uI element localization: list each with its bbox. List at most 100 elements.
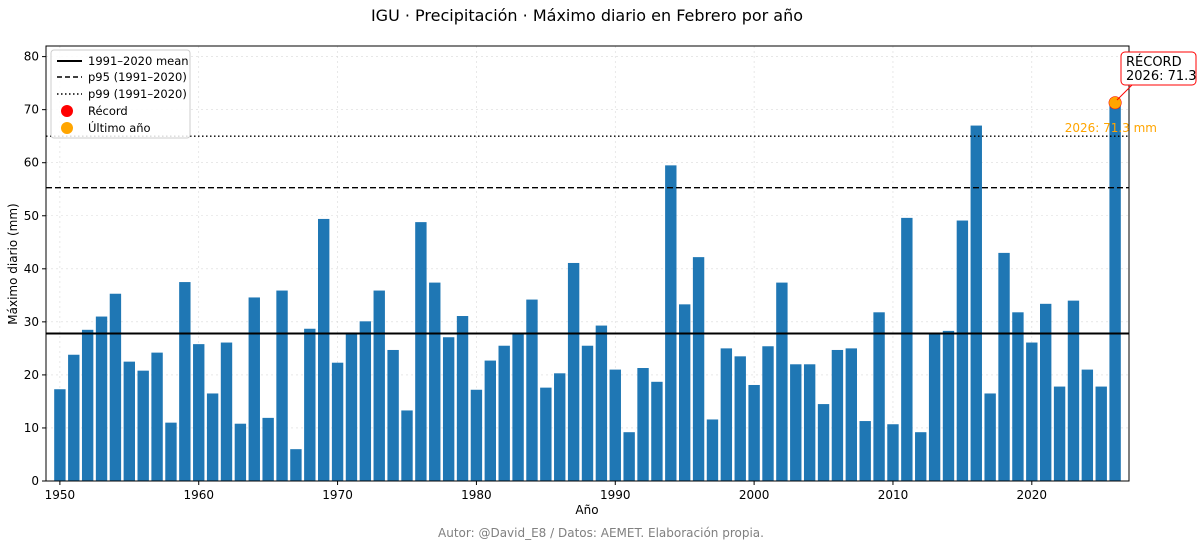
legend-last-year-label: Último año [88,120,151,135]
bar-1971 [345,332,358,481]
bar-1988 [581,345,594,481]
bar-1955 [123,361,136,481]
x-tick-label: 1990 [600,488,631,502]
y-tick-label: 40 [24,262,39,276]
bar-1962 [220,342,233,481]
bar-1982 [498,345,510,481]
bar-1981 [484,360,497,481]
bar-1966 [276,290,288,481]
bar-1991 [623,432,635,481]
bar-1954 [109,293,122,481]
bar-1951 [68,354,80,481]
bar-1952 [81,329,94,481]
legend: 1991–2020 mean p95 (1991–2020) p99 (1991… [50,49,191,139]
bar-1979 [456,316,469,481]
legend-mean-label: 1991–2020 mean [88,54,189,68]
bar-1965 [262,417,274,481]
bar-1986 [554,373,566,481]
bar-1958 [165,422,177,481]
bar-1961 [206,393,219,481]
y-axis-title: Máximo diario (mm) [6,203,20,324]
bar-1976 [415,222,427,481]
bar-1980 [470,389,483,481]
bar-1950 [54,389,66,481]
legend-p99-label: p99 (1991–2020) [88,87,187,101]
bar-2026 [1109,102,1121,481]
plot-frame [45,45,1130,482]
bar-1953 [95,316,108,481]
bar-2016 [970,125,982,481]
bar-1975 [401,410,413,481]
legend-record-label: Récord [88,104,128,118]
bar-2022 [1053,386,1066,481]
x-axis-title: Año [575,503,598,517]
bar-2014 [942,330,955,481]
x-tick-label: 1980 [461,488,492,502]
x-tick-label: 2020 [1017,488,1048,502]
bar-2002 [776,282,788,481]
y-tick-label: 10 [24,421,39,435]
y-axis-ticks: 0 10 20 30 40 50 60 70 80 [24,50,46,488]
legend-record-swatch [61,105,73,117]
legend-last-year-swatch [61,122,73,134]
bar-2006 [831,349,844,481]
bar-2020 [1026,342,1038,481]
x-tick-label: 2000 [739,488,770,502]
bar-2005 [817,404,830,481]
last-year-marker [1109,96,1122,109]
last-year-label: 2026: 71.3 mm [1065,121,1157,135]
bar-2011 [901,217,913,481]
chart-title: IGU · Precipitación · Máximo diario en F… [371,6,803,25]
bar-1998 [720,348,733,481]
bar-2015 [956,220,969,481]
bar-1996 [692,257,705,481]
record-arrow [1116,84,1133,101]
legend-box [50,49,191,139]
x-axis-ticks: 1950 1960 1970 1980 1990 2000 2010 2020 [45,481,1047,502]
bar-1978 [442,337,455,481]
bar-1963 [234,423,247,481]
bar-1967 [290,449,302,481]
bar-1987 [567,262,580,481]
markers [1108,96,1122,110]
bar-1984 [526,299,538,481]
bar-1956 [137,370,149,481]
bar-1993 [651,381,663,481]
bar-2023 [1067,300,1080,481]
bar-2017 [984,393,996,481]
legend-p95-label: p95 (1991–2020) [88,70,187,84]
bar-2018 [998,252,1010,481]
y-tick-label: 20 [24,368,39,382]
bar-2019 [1012,312,1024,481]
bar-1989 [595,325,608,481]
bar-2007 [845,348,858,481]
x-tick-label: 1960 [183,488,214,502]
x-tick-label: 2010 [878,488,909,502]
bar-2008 [859,421,871,481]
bar-1959 [179,282,191,481]
y-tick-label: 50 [24,209,39,223]
y-tick-label: 70 [24,103,39,117]
bars [54,102,1121,482]
footer-credit: Autor: @David_E8 / Datos: AEMET. Elabora… [438,526,764,540]
x-tick-label: 1950 [45,488,76,502]
bar-2024 [1081,369,1094,481]
reference-lines [46,135,1129,335]
bar-1985 [540,387,552,481]
x-tick-label: 1970 [322,488,353,502]
bar-2004 [803,364,816,481]
y-tick-label: 30 [24,315,39,329]
bar-2009 [873,312,885,481]
bar-1957 [151,352,163,481]
bar-2012 [915,432,927,481]
bar-1997 [706,419,719,481]
bar-2001 [762,346,774,481]
bar-1972 [359,321,372,481]
bar-2000 [748,384,760,481]
y-tick-label: 0 [31,474,39,488]
bar-1969 [317,218,330,481]
bar-1999 [734,356,746,481]
bar-1964 [248,297,260,481]
bar-1977 [429,282,441,481]
